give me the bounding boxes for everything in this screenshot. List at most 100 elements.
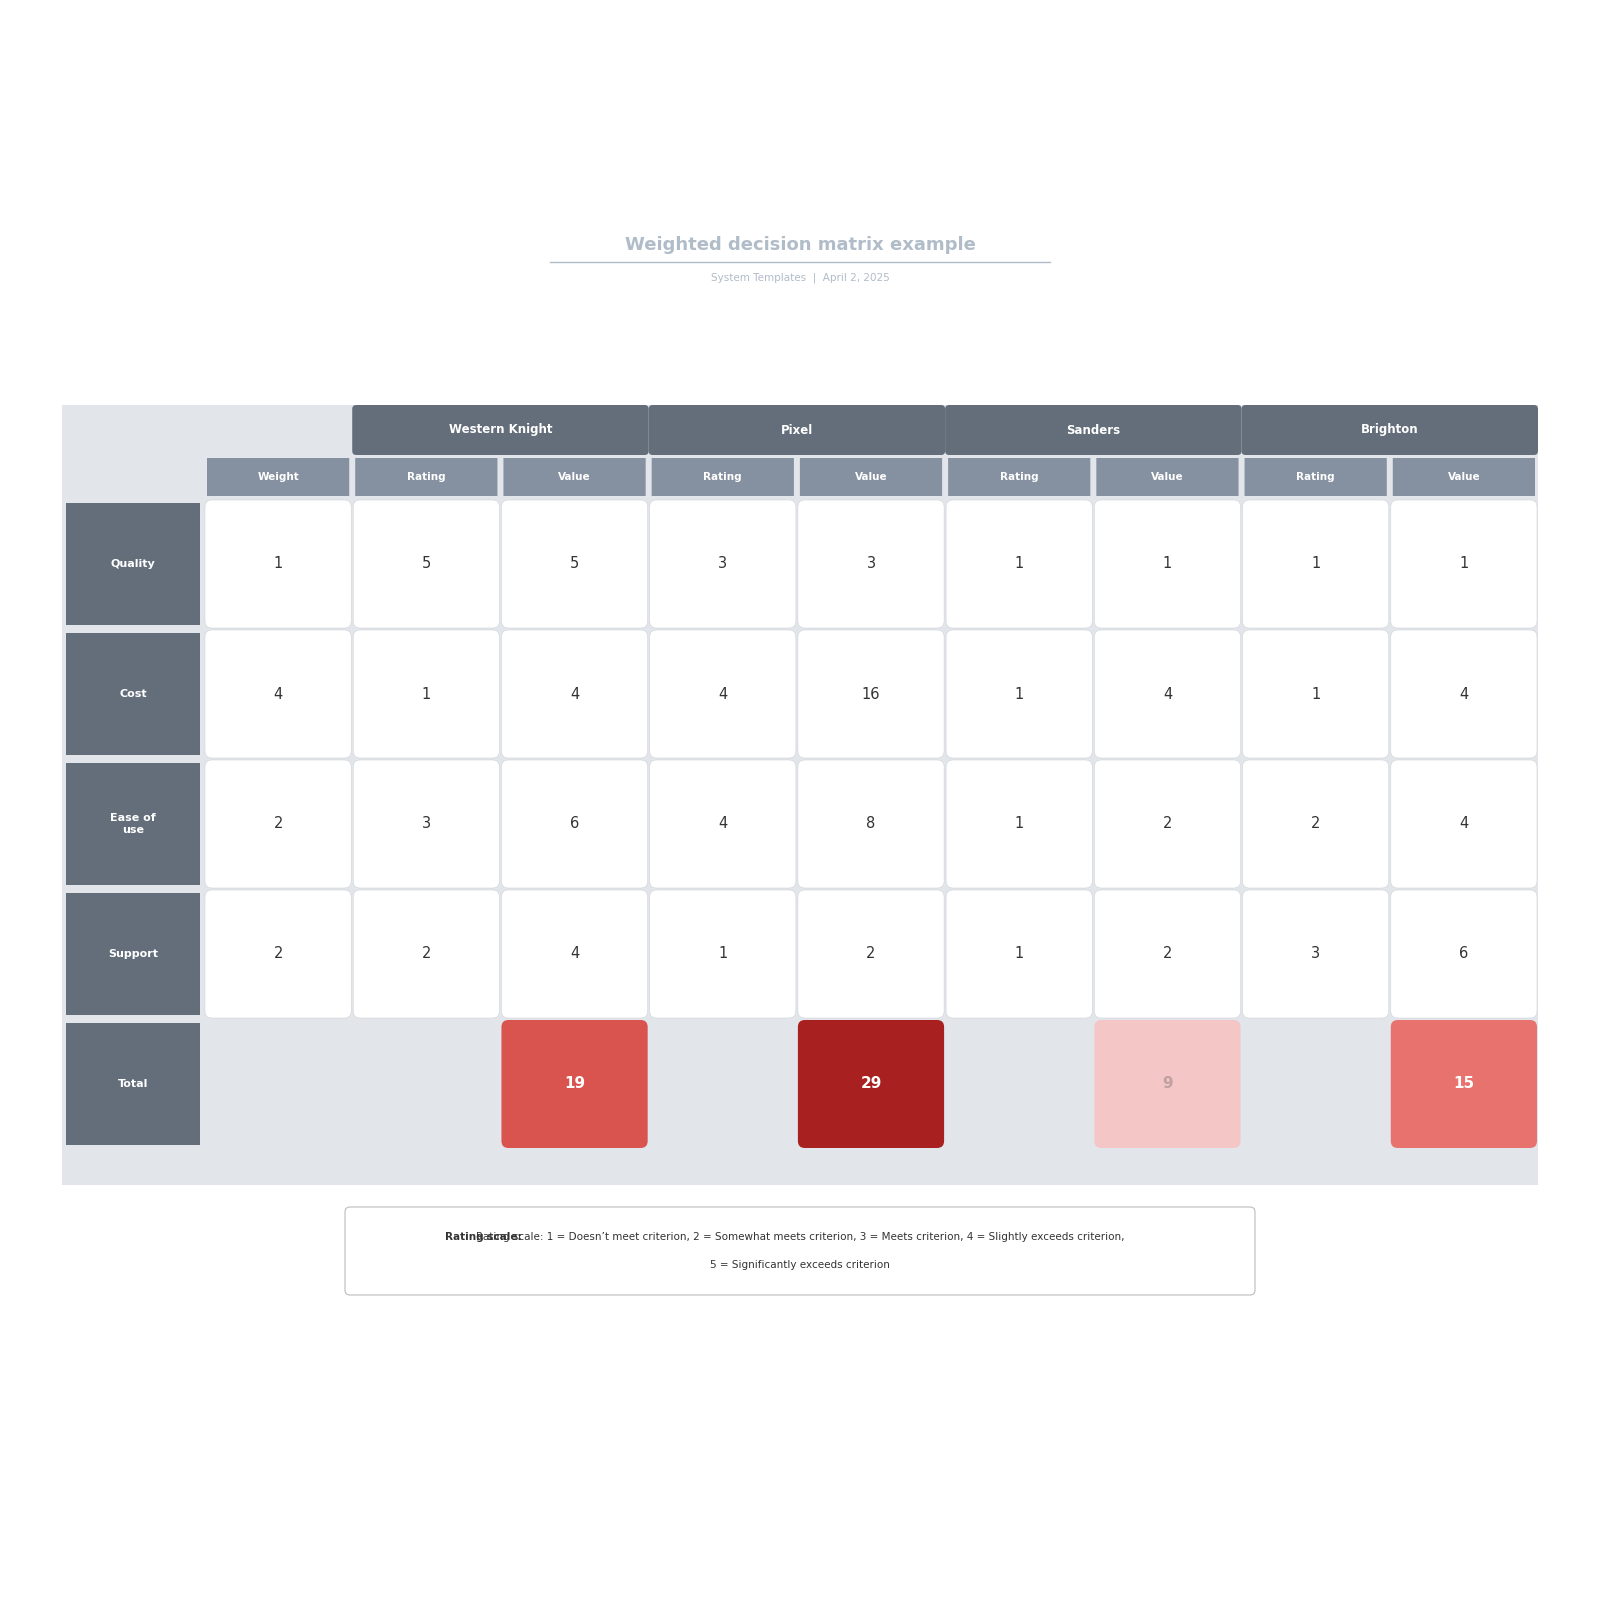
FancyBboxPatch shape (501, 630, 648, 758)
FancyBboxPatch shape (946, 890, 1093, 1018)
Text: 5: 5 (570, 557, 579, 571)
Text: 2: 2 (1163, 816, 1173, 832)
Text: 1: 1 (1014, 686, 1024, 701)
FancyBboxPatch shape (352, 405, 648, 454)
Text: Pixel: Pixel (781, 424, 813, 437)
Text: Total: Total (118, 1078, 149, 1090)
FancyBboxPatch shape (798, 499, 944, 629)
FancyBboxPatch shape (354, 760, 499, 888)
Text: Rating: Rating (704, 472, 742, 482)
Text: 1: 1 (1459, 557, 1469, 571)
Text: 1: 1 (718, 947, 728, 962)
FancyBboxPatch shape (501, 499, 648, 629)
Text: 1: 1 (1163, 557, 1173, 571)
FancyBboxPatch shape (1243, 890, 1389, 1018)
FancyBboxPatch shape (66, 634, 200, 755)
Text: 4: 4 (718, 686, 728, 701)
Text: 2: 2 (866, 947, 875, 962)
Text: 3: 3 (422, 816, 430, 832)
FancyBboxPatch shape (66, 763, 200, 885)
FancyBboxPatch shape (206, 458, 349, 496)
FancyBboxPatch shape (651, 458, 794, 496)
FancyBboxPatch shape (66, 502, 200, 626)
FancyBboxPatch shape (798, 890, 944, 1018)
FancyBboxPatch shape (1390, 499, 1538, 629)
FancyBboxPatch shape (205, 890, 352, 1018)
FancyBboxPatch shape (650, 890, 795, 1018)
Text: 1: 1 (1014, 947, 1024, 962)
FancyBboxPatch shape (66, 893, 200, 1014)
FancyBboxPatch shape (1094, 760, 1240, 888)
Text: 4: 4 (570, 686, 579, 701)
Text: Value: Value (854, 472, 888, 482)
Text: 8: 8 (866, 816, 875, 832)
FancyBboxPatch shape (798, 760, 944, 888)
FancyBboxPatch shape (501, 1021, 648, 1149)
Text: Rating: Rating (406, 472, 446, 482)
Text: Value: Value (558, 472, 590, 482)
FancyBboxPatch shape (1390, 630, 1538, 758)
Text: Value: Value (1448, 472, 1480, 482)
FancyBboxPatch shape (1390, 890, 1538, 1018)
Text: Weighted decision matrix example: Weighted decision matrix example (624, 235, 976, 254)
Text: 2: 2 (1163, 947, 1173, 962)
FancyBboxPatch shape (1242, 405, 1538, 454)
FancyBboxPatch shape (501, 760, 648, 888)
Text: 2: 2 (422, 947, 430, 962)
Text: 6: 6 (1459, 947, 1469, 962)
FancyBboxPatch shape (1243, 499, 1389, 629)
FancyBboxPatch shape (1243, 630, 1389, 758)
Text: 2: 2 (274, 816, 283, 832)
Text: 4: 4 (1459, 686, 1469, 701)
Text: 4: 4 (718, 816, 728, 832)
Text: 4: 4 (1163, 686, 1173, 701)
FancyBboxPatch shape (946, 499, 1093, 629)
FancyBboxPatch shape (648, 405, 946, 454)
FancyBboxPatch shape (1094, 1021, 1240, 1149)
Text: 2: 2 (274, 947, 283, 962)
Text: 3: 3 (867, 557, 875, 571)
FancyBboxPatch shape (346, 1206, 1254, 1294)
FancyBboxPatch shape (354, 499, 499, 629)
Text: 4: 4 (274, 686, 283, 701)
Text: Western Knight: Western Knight (448, 424, 552, 437)
Text: 1: 1 (422, 686, 430, 701)
FancyBboxPatch shape (1243, 760, 1389, 888)
Text: Rating scale:: Rating scale: (445, 1232, 522, 1242)
FancyBboxPatch shape (1390, 1021, 1538, 1149)
Text: Quality: Quality (110, 558, 155, 570)
Text: Rating: Rating (1296, 472, 1334, 482)
Text: Rating: Rating (1000, 472, 1038, 482)
Text: 4: 4 (1459, 816, 1469, 832)
Text: 2: 2 (1310, 816, 1320, 832)
FancyBboxPatch shape (1245, 458, 1387, 496)
FancyBboxPatch shape (650, 760, 795, 888)
Text: Cost: Cost (118, 690, 147, 699)
FancyBboxPatch shape (1094, 630, 1240, 758)
FancyBboxPatch shape (501, 890, 648, 1018)
FancyBboxPatch shape (650, 630, 795, 758)
Text: System Templates  |  April 2, 2025: System Templates | April 2, 2025 (710, 272, 890, 283)
FancyBboxPatch shape (946, 630, 1093, 758)
Text: Value: Value (1150, 472, 1184, 482)
Text: 1: 1 (1310, 686, 1320, 701)
FancyBboxPatch shape (1390, 760, 1538, 888)
Text: 3: 3 (718, 557, 728, 571)
FancyBboxPatch shape (1096, 458, 1238, 496)
Text: Support: Support (109, 949, 158, 958)
Text: Weight: Weight (258, 472, 299, 482)
Text: 1: 1 (1014, 816, 1024, 832)
Text: 1: 1 (1310, 557, 1320, 571)
FancyBboxPatch shape (1392, 458, 1534, 496)
FancyBboxPatch shape (798, 1021, 944, 1149)
Text: Brighton: Brighton (1362, 424, 1419, 437)
Text: 1: 1 (1014, 557, 1024, 571)
FancyBboxPatch shape (66, 1022, 200, 1146)
FancyBboxPatch shape (504, 458, 646, 496)
Text: Ease of
use: Ease of use (110, 813, 155, 835)
FancyBboxPatch shape (355, 458, 498, 496)
FancyBboxPatch shape (205, 760, 352, 888)
Text: 5 = Significantly exceeds criterion: 5 = Significantly exceeds criterion (710, 1261, 890, 1270)
Text: 3: 3 (1310, 947, 1320, 962)
Text: 19: 19 (563, 1077, 586, 1091)
